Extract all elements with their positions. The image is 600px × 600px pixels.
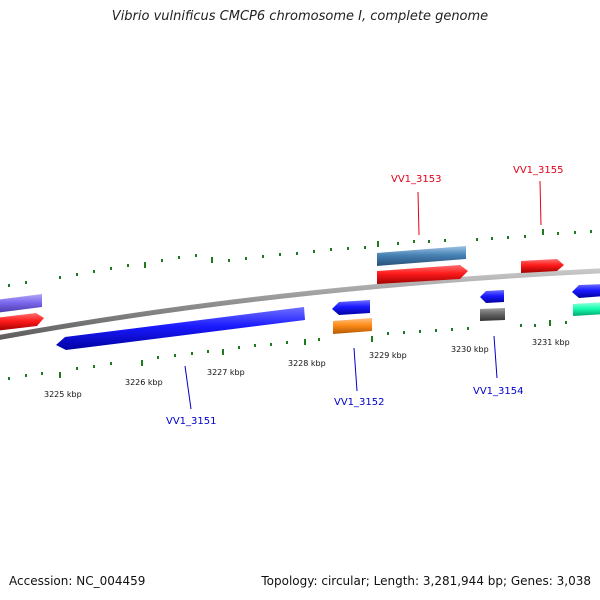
gene-vv1-3154[interactable] bbox=[480, 290, 504, 303]
tick-label: 3231 kbp bbox=[532, 338, 570, 347]
gene-label-vv1-3151[interactable]: VV1_3151 bbox=[166, 416, 217, 427]
leader-vv1-3153 bbox=[417, 191, 420, 236]
gene-vv1-3151[interactable] bbox=[56, 307, 305, 350]
outer-tick-track bbox=[8, 229, 592, 287]
gene-label-vv1-3154[interactable]: VV1_3154 bbox=[473, 386, 524, 397]
tick-label: 3226 kbp bbox=[125, 378, 163, 387]
tick-label: 3228 kbp bbox=[288, 359, 326, 368]
tick-label: 3225 kbp bbox=[44, 390, 82, 399]
gene-vv1-3153[interactable] bbox=[377, 265, 468, 284]
gene-label-vv1-3155[interactable]: VV1_3155 bbox=[513, 165, 564, 176]
gene-label-vv1-3153[interactable]: VV1_3153 bbox=[391, 174, 442, 185]
gene-blue-right[interactable] bbox=[572, 284, 600, 298]
inner-tick-track bbox=[8, 320, 567, 380]
genome-summary-text: Topology: circular; Length: 3,281,944 bp… bbox=[261, 574, 591, 588]
leader-vv1-3155 bbox=[539, 180, 542, 226]
gene-purple-left[interactable] bbox=[0, 294, 42, 313]
tick-label: 3229 kbp bbox=[369, 351, 407, 360]
map-title: Vibrio vulnificus CMCP6 chromosome I, co… bbox=[111, 9, 489, 24]
leader-vv1-3152 bbox=[353, 347, 358, 392]
gene-red-left[interactable] bbox=[0, 313, 44, 331]
leader-vv1-3154 bbox=[493, 335, 498, 379]
tick-label: 3230 kbp bbox=[451, 345, 489, 354]
leader-vv1-3151 bbox=[184, 365, 192, 410]
gene-vv1-3155[interactable] bbox=[521, 259, 564, 273]
gene-gray[interactable] bbox=[480, 308, 505, 321]
gene-vv1-3152[interactable] bbox=[332, 300, 370, 315]
chromosome-backbone bbox=[0, 268, 600, 340]
gene-cyan-right[interactable] bbox=[573, 302, 600, 316]
gene-label-vv1-3152[interactable]: VV1_3152 bbox=[334, 397, 385, 408]
accession-text: Accession: NC_004459 bbox=[9, 574, 146, 588]
gene-vv1-3153-rna[interactable] bbox=[377, 246, 466, 266]
gene-orange[interactable] bbox=[333, 318, 372, 334]
tick-label: 3227 kbp bbox=[207, 368, 245, 377]
